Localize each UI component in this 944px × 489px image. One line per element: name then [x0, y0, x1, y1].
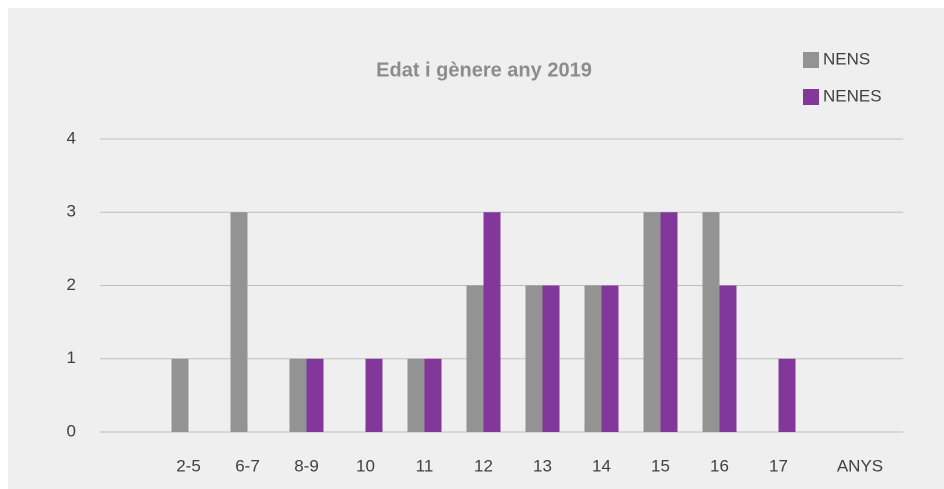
bar: [483, 212, 501, 432]
y-tick-label: 2: [67, 275, 76, 294]
bar: [778, 358, 796, 432]
bar: [171, 358, 189, 432]
bar: [719, 285, 737, 432]
legend-swatch: [803, 89, 819, 105]
x-axis-label: ANYS: [837, 456, 883, 475]
bar: [407, 358, 425, 432]
y-tick-label: 3: [67, 202, 76, 221]
x-tick-label: 10: [356, 456, 375, 475]
bar: [660, 212, 678, 432]
x-tick-label: 11: [416, 456, 434, 475]
bar: [601, 285, 619, 432]
bar: [542, 285, 560, 432]
x-tick-label: 15: [651, 456, 670, 475]
x-tick-label: 17: [769, 456, 788, 475]
x-tick-label: 12: [474, 456, 493, 475]
bar: [466, 285, 484, 432]
y-tick-label: 1: [67, 348, 76, 367]
bar: [306, 358, 324, 432]
x-tick-label: 13: [533, 456, 552, 475]
legend-label: NENS: [823, 49, 870, 68]
x-tick-label: 8-9: [294, 456, 319, 475]
x-tick-label: 6-7: [235, 456, 260, 475]
bar: [230, 212, 248, 432]
bar: [584, 285, 602, 432]
bar: [289, 358, 307, 432]
bar: [365, 358, 383, 432]
chart-title: Edat i gènere any 2019: [376, 59, 592, 81]
bar: [525, 285, 543, 432]
bar: [702, 212, 720, 432]
legend-swatch: [803, 52, 819, 68]
bar: [424, 358, 442, 432]
x-tick-label: 2-5: [176, 456, 201, 475]
bar: [643, 212, 661, 432]
legend-label: NENES: [823, 86, 882, 105]
y-tick-label: 4: [67, 128, 76, 147]
x-tick-label: 14: [592, 456, 611, 475]
y-tick-label: 0: [67, 421, 76, 440]
x-tick-label: 16: [710, 456, 729, 475]
